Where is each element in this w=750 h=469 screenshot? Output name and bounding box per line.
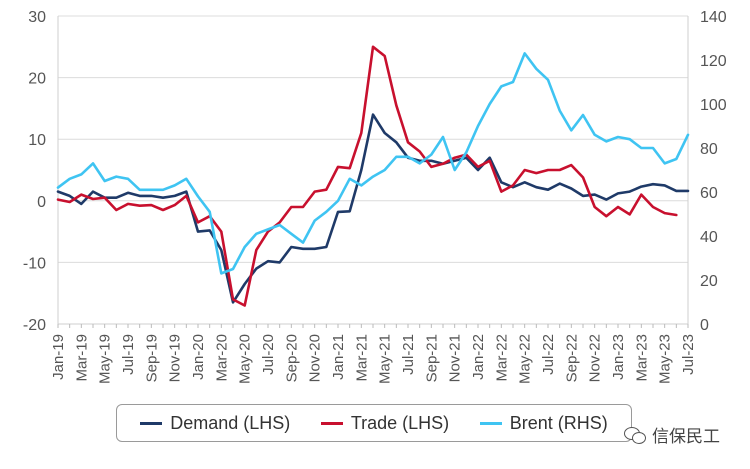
x-tick-label: Nov-19 bbox=[167, 334, 184, 382]
y-right-tick-label: 120 bbox=[700, 53, 727, 70]
x-tick-label: Sep-21 bbox=[423, 334, 440, 382]
legend-item-trade: Trade (LHS) bbox=[320, 412, 450, 434]
y-right-tick-label: 80 bbox=[700, 141, 718, 158]
x-tick-label: Mar-20 bbox=[213, 334, 230, 382]
legend-swatch-demand bbox=[140, 421, 163, 425]
y-left-tick-label: 30 bbox=[28, 9, 46, 26]
watermark: 信保民工 bbox=[624, 422, 720, 447]
x-tick-label: May-22 bbox=[517, 334, 534, 384]
x-tick-label: Jul-19 bbox=[120, 334, 137, 375]
x-tick-label: Jan-21 bbox=[330, 334, 347, 380]
y-left-tick-label: 0 bbox=[37, 194, 46, 211]
x-tick-label: Jul-23 bbox=[680, 334, 697, 375]
legend-item-demand: Demand (LHS) bbox=[140, 413, 290, 434]
y-right-tick-label: 100 bbox=[700, 97, 727, 114]
legend-item-brent: Brent (RHS) bbox=[479, 412, 608, 434]
x-tick-label: Mar-22 bbox=[493, 334, 510, 382]
x-tick-label: May-23 bbox=[657, 334, 674, 384]
x-tick-label: Mar-21 bbox=[353, 334, 370, 382]
legend-label-brent: Brent (RHS) bbox=[509, 412, 608, 433]
y-right-tick-label: 20 bbox=[700, 273, 718, 290]
watermark-text: 信保民工 bbox=[652, 427, 720, 446]
x-tick-label: Sep-20 bbox=[283, 334, 300, 382]
x-tick-label: Jul-21 bbox=[400, 334, 417, 375]
x-tick-label: Nov-22 bbox=[587, 334, 604, 382]
x-tick-label: Sep-22 bbox=[563, 334, 580, 382]
x-tick-label: Sep-19 bbox=[143, 334, 160, 382]
y-right-tick-label: 60 bbox=[700, 185, 718, 202]
x-tick-label: May-20 bbox=[237, 334, 254, 384]
legend-label-demand: Demand (LHS) bbox=[170, 412, 291, 433]
x-tick-label: Jan-19 bbox=[50, 334, 67, 380]
series-line-trade bbox=[56, 45, 678, 307]
x-tick-label: Jul-20 bbox=[260, 334, 277, 375]
x-tick-label: Jan-23 bbox=[610, 334, 627, 380]
x-tick-label: May-21 bbox=[377, 334, 394, 384]
legend-swatch-brent bbox=[479, 421, 502, 425]
y-left-tick-label: 10 bbox=[28, 132, 46, 149]
x-tick-label: Jan-20 bbox=[190, 334, 207, 380]
series-line-brent bbox=[56, 52, 690, 275]
y-left-tick-label: -10 bbox=[23, 255, 46, 272]
chart-legend: Demand (LHS) Trade (LHS) Brent (RHS) bbox=[116, 404, 632, 442]
wechat-icon bbox=[624, 425, 646, 445]
y-right-tick-label: 0 bbox=[700, 317, 709, 334]
series-line-demand bbox=[56, 113, 690, 304]
y-right-tick-label: 40 bbox=[700, 229, 718, 246]
y-left-tick-label: -20 bbox=[23, 317, 46, 334]
x-tick-label: Nov-20 bbox=[307, 334, 324, 382]
legend-label-trade: Trade (LHS) bbox=[350, 412, 450, 433]
x-tick-label: Jan-22 bbox=[470, 334, 487, 380]
legend-swatch-trade bbox=[320, 421, 343, 425]
y-right-tick-label: 140 bbox=[700, 9, 727, 26]
x-tick-label: Mar-23 bbox=[633, 334, 650, 382]
x-tick-label: May-19 bbox=[97, 334, 114, 384]
x-tick-label: Mar-19 bbox=[73, 334, 90, 382]
x-tick-label: Nov-21 bbox=[447, 334, 464, 382]
y-left-tick-label: 20 bbox=[28, 71, 46, 88]
x-tick-label: Jul-22 bbox=[540, 334, 557, 375]
